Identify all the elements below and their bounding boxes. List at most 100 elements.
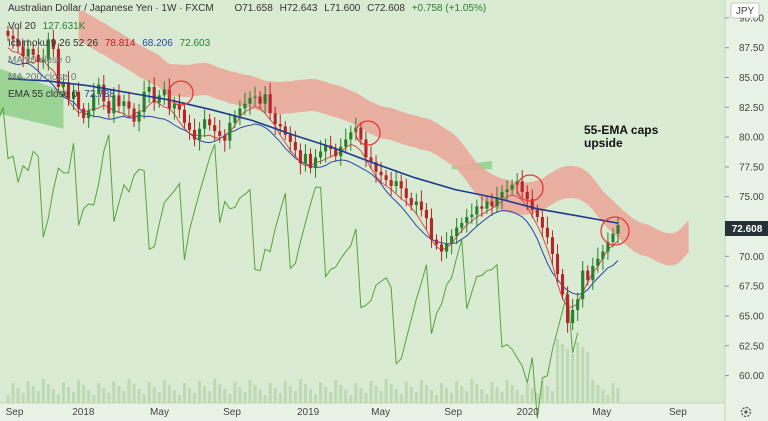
candle-body xyxy=(278,124,282,127)
volume-bar xyxy=(576,342,580,403)
y-tick-label: 70.00 xyxy=(739,252,764,263)
candle-body xyxy=(313,157,318,169)
candle-body xyxy=(21,46,25,57)
candle-body xyxy=(530,199,534,210)
x-tick-label: Sep xyxy=(669,407,687,418)
candle-body xyxy=(132,108,136,122)
candle-body xyxy=(56,48,60,88)
x-tick-label: 2020 xyxy=(517,407,540,418)
candle-body xyxy=(87,110,91,119)
volume-bar xyxy=(82,385,86,403)
ichimoku-legend-value-1: 78.814 xyxy=(104,38,136,49)
volume-bar xyxy=(424,385,428,403)
volume-bar xyxy=(611,383,615,403)
x-tick-label: Sep xyxy=(223,407,241,418)
volume-bar xyxy=(596,385,600,403)
time-axis: Sep 2018 May Sep 2019 May Sep 2020 May Sep xyxy=(6,407,688,418)
volume-bar xyxy=(555,339,560,403)
volume-bar xyxy=(520,395,524,403)
candle-body xyxy=(369,157,373,163)
candle-body xyxy=(596,258,600,266)
candle-body xyxy=(213,125,217,132)
volume-bar xyxy=(404,382,408,403)
volume-bar xyxy=(419,380,423,403)
ohlc-high: H72.643 xyxy=(279,3,318,14)
candle-body xyxy=(218,131,222,136)
volume-bar xyxy=(97,383,101,403)
volume-bar xyxy=(263,395,267,403)
candle-body xyxy=(228,122,232,141)
candle-body xyxy=(455,227,459,237)
candle-body xyxy=(223,135,227,141)
candle-body xyxy=(515,181,519,185)
y-tick-label: 85.00 xyxy=(739,73,764,84)
volume-bar xyxy=(525,383,529,403)
candle-body xyxy=(288,134,292,142)
y-tick-label: 90.00 xyxy=(739,13,764,24)
candle-body xyxy=(394,181,398,186)
volume-bar xyxy=(273,388,277,403)
ma20-legend: MA 20 close 0 xyxy=(8,55,75,67)
currency-badge[interactable]: JPY xyxy=(730,2,760,19)
candle-body xyxy=(510,184,514,190)
candle-body xyxy=(409,197,413,206)
volume-bar xyxy=(460,386,464,403)
highlight-circle-2 xyxy=(355,120,381,146)
candle-body xyxy=(399,181,403,189)
x-tick-label: May xyxy=(150,407,169,418)
volume-bar xyxy=(339,385,343,403)
candle-body xyxy=(97,84,101,95)
volume-bar xyxy=(26,381,30,403)
volume-bar xyxy=(51,389,55,403)
volume-bar xyxy=(87,390,91,403)
candle-body xyxy=(142,91,146,113)
candle-body xyxy=(364,139,368,158)
candle-body xyxy=(344,139,348,147)
candle-body xyxy=(51,39,55,49)
volume-bar xyxy=(11,383,15,403)
y-tick-label: 82.50 xyxy=(739,103,764,114)
volume-bar xyxy=(429,390,434,403)
volume-bar xyxy=(439,383,444,403)
candle-body xyxy=(439,244,444,252)
volume-bar xyxy=(324,387,328,403)
candle-body xyxy=(434,239,439,245)
settings-gear-icon[interactable] xyxy=(740,406,752,418)
volume-bar xyxy=(550,391,555,403)
settings-gear-icon-hub xyxy=(744,410,748,414)
volume-bar xyxy=(36,391,40,403)
candle-body xyxy=(495,197,499,207)
candle-body xyxy=(490,201,494,207)
volume-bar xyxy=(16,388,20,403)
volume-bar xyxy=(414,392,418,403)
volume-bar xyxy=(329,392,333,403)
volume-bar xyxy=(46,384,50,403)
volume-bar xyxy=(606,395,610,403)
volume-bar xyxy=(505,380,509,403)
candle-body xyxy=(324,145,328,152)
chart-annotation: 55-EMA caps upside xyxy=(584,123,659,150)
volume-bar xyxy=(475,384,479,403)
volume-bar xyxy=(495,387,499,403)
volume-bar xyxy=(127,379,131,403)
ichimoku-legend-value-2: 68.206 xyxy=(142,38,173,49)
candle-body xyxy=(102,84,106,102)
volume-bar xyxy=(137,389,141,403)
x-tick-label: Sep xyxy=(444,407,462,418)
volume-bar xyxy=(490,382,494,403)
volume-bar xyxy=(66,387,71,403)
volume-bar xyxy=(142,394,146,403)
candle-body xyxy=(248,97,252,104)
candle-body xyxy=(550,237,555,254)
chart-background xyxy=(0,0,725,403)
candle-body xyxy=(36,54,40,62)
currency-badge-label: JPY xyxy=(736,6,755,17)
volume-bar xyxy=(465,391,469,403)
candle-body xyxy=(359,127,363,140)
candle-body xyxy=(475,206,479,215)
candle-body xyxy=(500,191,504,198)
volume-bar xyxy=(318,382,323,403)
candle-body xyxy=(505,189,509,192)
candle-body xyxy=(273,113,277,124)
